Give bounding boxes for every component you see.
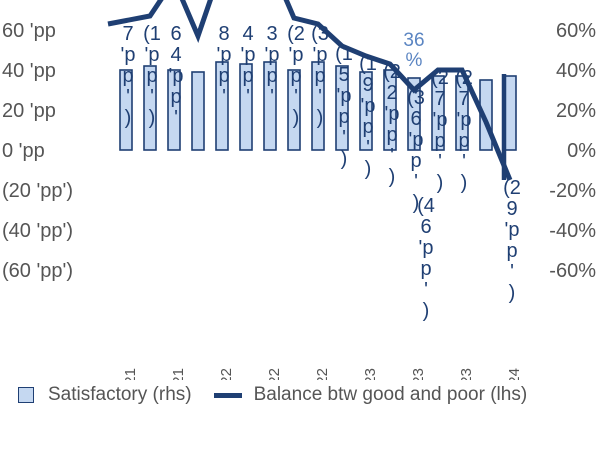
x-tick-label: Sep-23 [458, 368, 475, 380]
bar-series [119, 61, 517, 151]
bar-Mar-22 [239, 63, 253, 151]
data-label-May-21: 7'p p ') [121, 23, 136, 129]
x-tick-label: Sep-21 [170, 368, 187, 380]
x-tick-label: May-21 [122, 368, 139, 380]
bar-Sep-21 [167, 69, 181, 151]
legend-line-swatch [213, 392, 242, 398]
legend-bar-label: Satisfactory (rhs) [48, 384, 192, 405]
bar-Sep-22 [311, 61, 325, 151]
x-tick-label: Jan-23 [362, 368, 379, 380]
data-label-Sep-21: 6 4'p p ' [169, 23, 184, 129]
x-tick-label: Jan-22 [218, 368, 235, 380]
bar-Nov-22 [335, 65, 349, 151]
bar-May-21 [119, 69, 133, 151]
data-label-Jan-24: (2 9'p p ') [503, 177, 521, 304]
bar-Jan-22 [215, 61, 229, 151]
callout-label: 36% [403, 30, 424, 71]
bar-May-22 [263, 61, 277, 151]
left-tick-label: 20 'pp [2, 100, 56, 122]
data-label-May-23: (3 6'p p ') [407, 87, 425, 214]
right-tick-label: 60% [556, 20, 596, 42]
right-tick-label: 20% [556, 100, 596, 122]
data-label-extra: (4 6'p p ') [417, 195, 435, 322]
left-tick-label: (60 'pp') [2, 260, 73, 282]
data-label-Jan-22: 8'p p ' [217, 23, 232, 108]
bar-Nov-21 [191, 71, 205, 151]
x-tick-label: May-23 [410, 368, 427, 380]
right-tick-label: -20% [549, 180, 596, 202]
data-label-Jul-22: (2'p p ') [287, 23, 305, 129]
bar-Sep-23 [455, 75, 469, 151]
bar-Jul-23 [431, 75, 445, 151]
bar-Jul-22 [287, 69, 301, 151]
right-tick-label: -60% [549, 260, 596, 282]
data-label-Mar-22: 4'p p ' [241, 23, 256, 108]
left-axis: (60 'pp') (40 'pp') (20 'pp') 0 'pp 20 'pp 40… [2, 20, 73, 282]
data-label-Mar-23: (2 2'p p ') [383, 61, 401, 188]
x-tick-label: Jan-24 [506, 368, 523, 380]
combo-chart: 7'p p ') (1'p p ') 6 4'p p ' 8'p p ' 4'p p ' 3'p p ' (2'p p '… [2, 0, 596, 380]
bar-Jan-23 [359, 71, 373, 151]
right-tick-label: -40% [549, 220, 596, 242]
data-label-Jul-23: (2 7'p p ') [431, 67, 449, 194]
x-tick-label: Sep-22 [314, 368, 331, 380]
legend-line-label: Balance btw good and poor (lhs) [253, 384, 528, 405]
right-tick-label: 0% [567, 140, 596, 162]
legend: Satisfactory (rhs) Balance btw good and … [18, 384, 527, 406]
line-series [107, 0, 513, 181]
x-axis: May-21 Sep-21 Jan-22 May-22 Sep-22 Jan-23 May-… [122, 368, 523, 380]
right-tick-label: 40% [556, 60, 596, 82]
left-tick-label: (40 'pp') [2, 220, 73, 242]
data-label-Nov-22: (1 5'p p ') [335, 43, 353, 170]
bar-Jul-21 [143, 65, 157, 151]
left-tick-label: (20 'pp') [2, 180, 73, 202]
data-label-Jul-21: (1'p p ') [143, 23, 161, 129]
legend-bar-swatch [18, 387, 34, 403]
x-tick-label: May-22 [266, 368, 283, 380]
bar-May-23 [407, 77, 421, 151]
data-label-Jan-23: (1 9'p p ') [359, 53, 377, 180]
left-tick-label: 0 'pp [2, 140, 45, 162]
left-tick-label: 60 'pp [2, 20, 56, 42]
right-axis: -60% -40% -20% 0% 20% 40% 60% [549, 20, 596, 282]
bar-Mar-23 [383, 69, 397, 151]
left-tick-label: 40 'pp [2, 60, 56, 82]
data-label-May-22: 3'p p ' [265, 23, 280, 108]
line-path [107, 0, 513, 181]
